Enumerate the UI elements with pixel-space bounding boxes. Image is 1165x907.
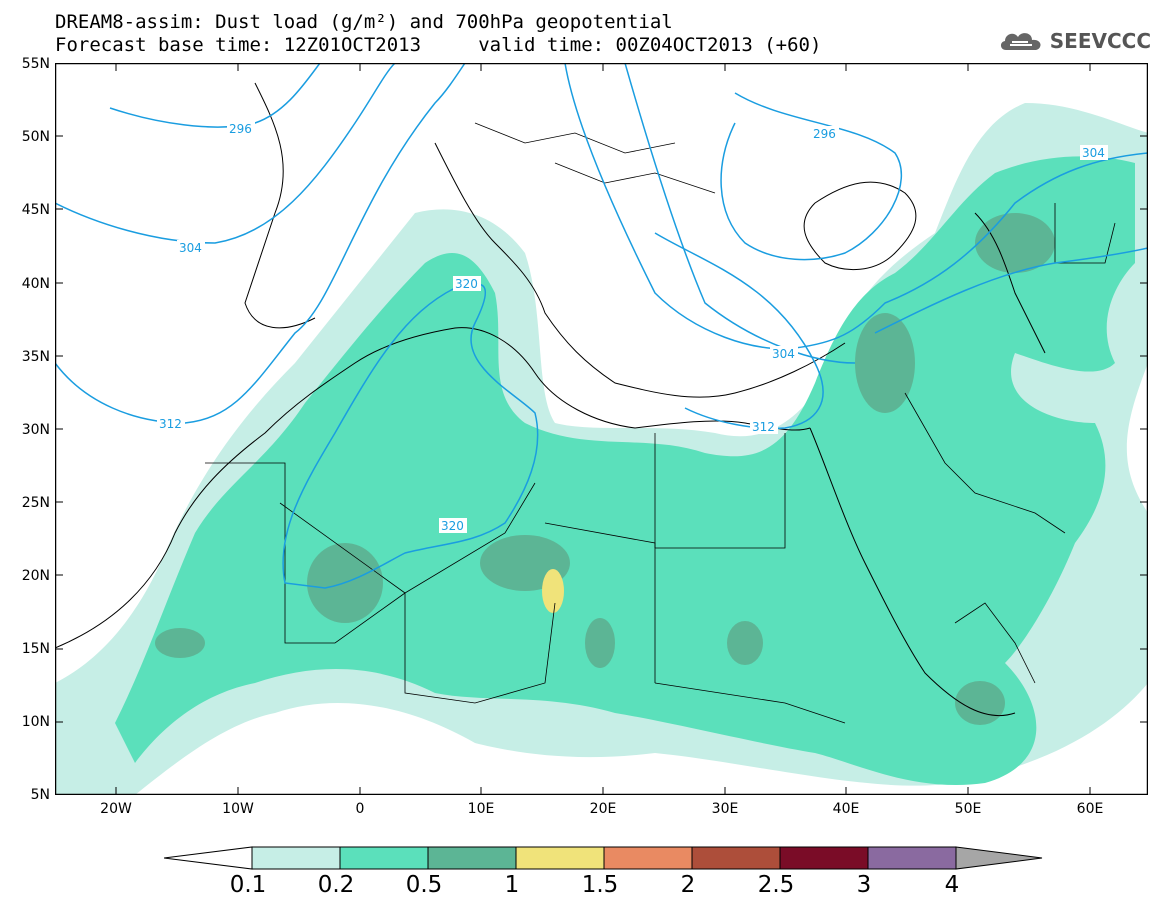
lon-label: 60E	[1076, 801, 1104, 817]
colorbar-tick-label: 4	[944, 872, 960, 898]
map-subtitle: Forecast base time: 12Z01OCT2013 valid t…	[55, 34, 822, 56]
lat-label: 45N	[21, 202, 50, 218]
dust-map: 296 304 312 320 296 304 312 320 304	[55, 63, 1148, 795]
colorbar-segment	[691, 846, 781, 870]
lat-label: 5N	[30, 787, 50, 803]
colorbar-tick-label: 0.1	[229, 872, 267, 898]
colorbar-tick-label: 1	[504, 872, 520, 898]
colorbar	[164, 846, 1043, 870]
colorbar-segment	[427, 846, 517, 870]
lat-label: 25N	[21, 495, 50, 511]
colorbar-segment	[867, 846, 957, 870]
cloud-icon	[1000, 33, 1041, 50]
lon-label: 20W	[100, 801, 132, 817]
svg-text:296: 296	[229, 122, 252, 136]
lat-label: 35N	[21, 349, 50, 365]
geopotential-contours	[55, 63, 1148, 589]
colorbar-tick-label: 3	[856, 872, 872, 898]
lat-label: 10N	[21, 714, 50, 730]
colorbar-segment	[339, 846, 429, 870]
dust-field-peak	[542, 569, 564, 613]
logo-text: SEEVCCC	[1049, 29, 1151, 53]
svg-text:312: 312	[752, 420, 775, 434]
lon-label: 50E	[954, 801, 982, 817]
lat-label: 15N	[21, 641, 50, 657]
colorbar-segment	[515, 846, 605, 870]
axis-ticks	[55, 63, 1148, 795]
lon-label: 10W	[222, 801, 254, 817]
colorbar-segment	[603, 846, 693, 870]
colorbar-tick-label: 0.5	[405, 872, 443, 898]
svg-text:304: 304	[1082, 146, 1105, 160]
svg-text:304: 304	[772, 347, 795, 361]
colorbar-tick-label: 0.2	[317, 872, 355, 898]
colorbar-tick-label: 1.5	[581, 872, 619, 898]
svg-text:296: 296	[813, 127, 836, 141]
colorbar-segment	[779, 846, 869, 870]
colorbar-segment	[251, 846, 341, 870]
lat-label: 40N	[21, 276, 50, 292]
dust-field-medium	[115, 156, 1135, 786]
lat-label: 20N	[21, 568, 50, 584]
colorbar-low-arrow	[164, 846, 253, 870]
svg-text:304: 304	[179, 241, 202, 255]
colorbar-tick-label: 2.5	[757, 872, 795, 898]
lon-label: 40E	[832, 801, 860, 817]
lat-label: 30N	[21, 422, 50, 438]
lat-label: 50N	[21, 129, 50, 145]
svg-text:320: 320	[455, 277, 478, 291]
svg-text:320: 320	[441, 519, 464, 533]
colorbar-tick-label: 2	[680, 872, 696, 898]
contour-labels: 296 304 312 320 296 304 312 320 304	[157, 121, 1108, 533]
lon-label: 10E	[467, 801, 495, 817]
lon-label: 30E	[711, 801, 739, 817]
lon-label: 0	[355, 801, 365, 817]
country-borders	[205, 122, 1116, 724]
lat-label: 55N	[21, 56, 50, 72]
seevccc-logo: SEEVCCC	[998, 28, 1151, 54]
svg-text:312: 312	[159, 417, 182, 431]
map-title: DREAM8-assim: Dust load (g/m²) and 700hP…	[55, 11, 673, 33]
lon-label: 20E	[589, 801, 617, 817]
colorbar-high-arrow	[955, 846, 1043, 870]
coastlines	[55, 82, 1046, 717]
